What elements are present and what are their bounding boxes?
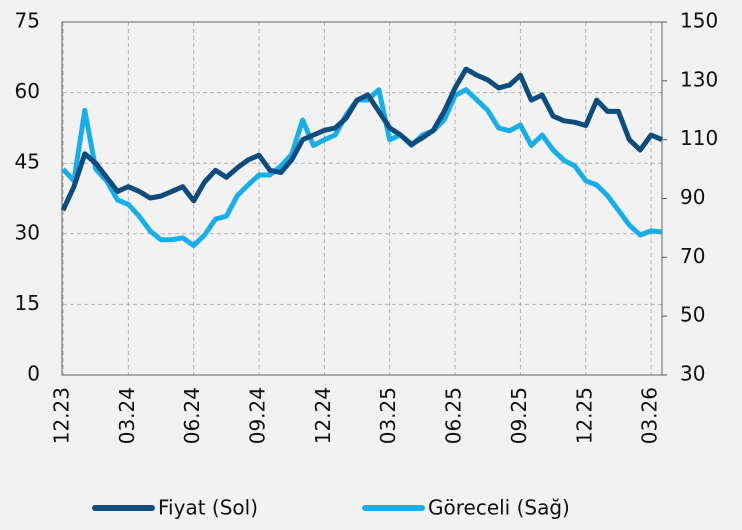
legend-label: Göreceli (Sağ) <box>428 496 570 520</box>
x-tick-label: 12.25 <box>572 387 596 444</box>
x-tick-label: 03.25 <box>376 387 400 444</box>
x-tick-label: 12.24 <box>311 387 335 444</box>
y-tick-label: 15 <box>15 291 40 315</box>
x-tick-label: 09.24 <box>246 387 270 444</box>
plot-frame <box>61 21 663 376</box>
x-tick-label: 12.23 <box>50 387 74 444</box>
x-tick-label: 06.24 <box>180 387 204 444</box>
y2-tick-label: 30 <box>680 362 705 386</box>
legend-label: Fiyat (Sol) <box>158 496 258 520</box>
y2-tick-label: 150 <box>680 9 718 33</box>
y2-tick-label: 130 <box>680 67 718 91</box>
x-tick-label: 03.26 <box>638 387 662 444</box>
y-tick-label: 75 <box>15 9 40 33</box>
y2-tick-label: 70 <box>680 244 705 268</box>
y-tick-label: 60 <box>15 79 40 103</box>
y-tick-label: 45 <box>15 150 40 174</box>
y-tick-label: 30 <box>15 220 40 244</box>
x-tick-label: 03.24 <box>115 387 139 444</box>
y2-tick-label: 90 <box>680 185 705 209</box>
series-line <box>60 66 663 212</box>
x-tick-label: 09.25 <box>507 387 531 444</box>
x-tick-label: 06.25 <box>442 387 466 444</box>
y2-tick-label: 110 <box>680 126 718 150</box>
y2-tick-label: 50 <box>680 303 705 327</box>
y-tick-label: 0 <box>27 362 40 386</box>
